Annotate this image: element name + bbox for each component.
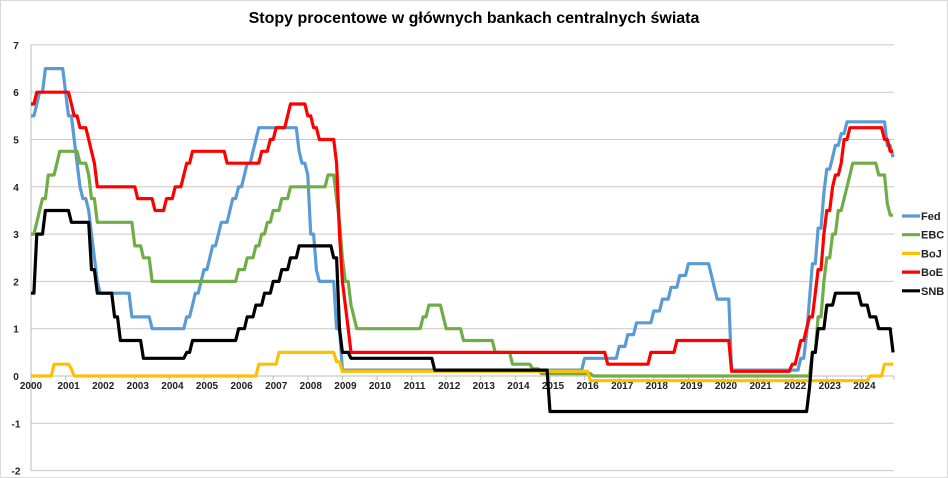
legend-label-boj: BoJ [921,248,942,260]
y-tick-label: -1 [12,419,21,430]
x-tick-label: 2016 [576,381,599,392]
x-tick-label: 2019 [680,381,703,392]
x-tick-label: 2001 [57,381,80,392]
x-tick-label: 2014 [507,381,530,392]
x-tick-label: 2018 [646,381,669,392]
y-tick-label: 6 [13,88,19,99]
x-tick-label: 2010 [369,381,392,392]
chart-title: Stopy procentowe w głównych bankach cent… [249,10,700,27]
y-tick-label: 4 [13,183,19,194]
x-tick-label: 2020 [715,381,738,392]
x-tick-label: 2017 [611,381,634,392]
y-tick-label: 3 [13,230,19,241]
legend-label-fed: Fed [921,211,941,223]
y-tick-label: 0 [13,372,19,383]
x-tick-label: 2023 [819,381,842,392]
x-tick-label: 2013 [473,381,496,392]
legend-label-snb: SNB [921,286,944,298]
x-tick-label: 2006 [230,381,253,392]
x-tick-label: 2003 [127,381,150,392]
x-tick-label: 2005 [196,381,219,392]
x-tick-label: 2024 [853,381,876,392]
x-tick-label: 2004 [161,381,184,392]
y-tick-label: 7 [13,41,19,52]
x-tick-label: 2009 [334,381,357,392]
series-line-ebc [31,149,894,378]
x-tick-label: 2000 [20,381,43,392]
x-tick-label: 2012 [438,381,461,392]
series-line-fed [31,66,895,372]
x-tick-label: 2008 [300,381,323,392]
series-line-boe [31,90,894,373]
y-tick-label: 2 [13,277,19,288]
y-tick-label: 1 [13,325,19,336]
series-line-snb [31,208,895,414]
x-tick-label: 2015 [542,381,565,392]
x-tick-label: 2022 [784,381,807,392]
y-tick-label: 5 [13,136,19,147]
x-tick-label: 2002 [92,381,115,392]
legend-label-boe: BoE [921,267,943,279]
x-tick-label: 2011 [404,381,426,392]
x-tick-label: 2007 [265,381,288,392]
legend-label-ebc: EBC [921,230,944,242]
y-tick-label: -2 [12,467,21,478]
x-tick-label: 2021 [749,381,772,392]
